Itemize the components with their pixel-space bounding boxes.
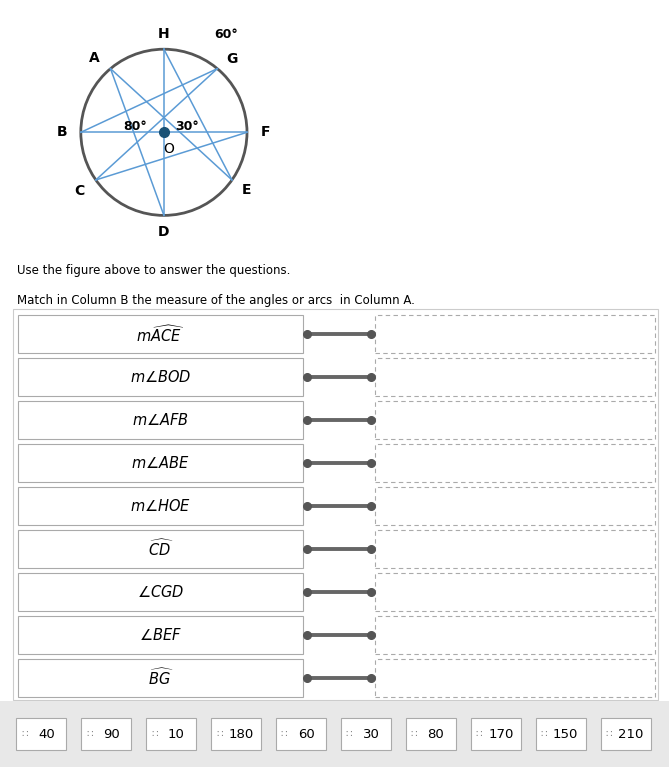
FancyBboxPatch shape — [375, 401, 655, 439]
FancyBboxPatch shape — [276, 718, 326, 750]
Text: 80: 80 — [427, 728, 444, 740]
Text: $\widehat{CD}$: $\widehat{CD}$ — [148, 539, 173, 559]
Text: 90: 90 — [103, 728, 120, 740]
Text: ∷: ∷ — [21, 729, 28, 739]
FancyBboxPatch shape — [18, 401, 303, 439]
Text: ∷: ∷ — [476, 729, 482, 739]
FancyBboxPatch shape — [18, 660, 303, 697]
FancyBboxPatch shape — [18, 530, 303, 568]
Text: Use the figure above to answer the questions.: Use the figure above to answer the quest… — [17, 265, 290, 278]
Text: 210: 210 — [618, 728, 644, 740]
Text: ∷: ∷ — [86, 729, 93, 739]
FancyBboxPatch shape — [375, 487, 655, 525]
Text: 80°: 80° — [123, 120, 147, 133]
Text: A: A — [88, 51, 99, 65]
FancyBboxPatch shape — [17, 718, 66, 750]
Text: 30°: 30° — [175, 120, 199, 133]
FancyBboxPatch shape — [536, 718, 585, 750]
Text: $\angle BEF$: $\angle BEF$ — [139, 627, 182, 644]
FancyBboxPatch shape — [375, 358, 655, 397]
FancyBboxPatch shape — [18, 315, 303, 354]
Text: $m\angle AFB$: $m\angle AFB$ — [132, 413, 189, 428]
Text: 60°: 60° — [214, 28, 238, 41]
Text: $m\angle BOD$: $m\angle BOD$ — [130, 369, 191, 385]
FancyBboxPatch shape — [375, 660, 655, 697]
Text: 40: 40 — [38, 728, 55, 740]
FancyBboxPatch shape — [18, 573, 303, 611]
Text: O: O — [163, 142, 175, 156]
Text: ∷: ∷ — [216, 729, 223, 739]
Text: D: D — [158, 225, 170, 239]
Text: 60: 60 — [298, 728, 314, 740]
FancyBboxPatch shape — [18, 358, 303, 397]
FancyBboxPatch shape — [375, 315, 655, 354]
Text: $m\angle HOE$: $m\angle HOE$ — [130, 499, 191, 515]
Text: C: C — [74, 184, 84, 198]
FancyBboxPatch shape — [211, 718, 261, 750]
FancyBboxPatch shape — [406, 718, 456, 750]
FancyBboxPatch shape — [18, 617, 303, 654]
Text: B: B — [58, 125, 68, 140]
Text: $m\angle ABE$: $m\angle ABE$ — [131, 456, 190, 471]
FancyBboxPatch shape — [375, 573, 655, 611]
FancyBboxPatch shape — [601, 718, 650, 750]
Text: 170: 170 — [488, 728, 514, 740]
FancyBboxPatch shape — [0, 701, 669, 767]
FancyBboxPatch shape — [375, 444, 655, 482]
Text: 30: 30 — [363, 728, 379, 740]
FancyBboxPatch shape — [147, 718, 196, 750]
FancyBboxPatch shape — [375, 530, 655, 568]
Text: E: E — [242, 183, 252, 197]
Text: F: F — [260, 125, 270, 140]
FancyBboxPatch shape — [13, 309, 658, 700]
Text: $m\widehat{ACE}$: $m\widehat{ACE}$ — [136, 324, 185, 345]
FancyBboxPatch shape — [18, 444, 303, 482]
FancyBboxPatch shape — [471, 718, 520, 750]
Text: ∷: ∷ — [541, 729, 547, 739]
Text: H: H — [158, 28, 170, 41]
Text: ∷: ∷ — [151, 729, 158, 739]
Text: $\angle CGD$: $\angle CGD$ — [137, 584, 184, 601]
FancyBboxPatch shape — [82, 718, 131, 750]
Text: ∷: ∷ — [411, 729, 417, 739]
Text: G: G — [227, 51, 238, 66]
Text: ∷: ∷ — [346, 729, 353, 739]
Text: ∷: ∷ — [605, 729, 612, 739]
FancyBboxPatch shape — [341, 718, 391, 750]
Text: Match in Column B the measure of the angles or arcs  in Column A.: Match in Column B the measure of the ang… — [17, 295, 415, 308]
FancyBboxPatch shape — [18, 487, 303, 525]
Text: ∷: ∷ — [281, 729, 288, 739]
FancyBboxPatch shape — [375, 617, 655, 654]
Text: 10: 10 — [168, 728, 185, 740]
Text: 150: 150 — [553, 728, 579, 740]
Text: 180: 180 — [229, 728, 254, 740]
Text: $\widehat{BG}$: $\widehat{BG}$ — [148, 668, 173, 689]
